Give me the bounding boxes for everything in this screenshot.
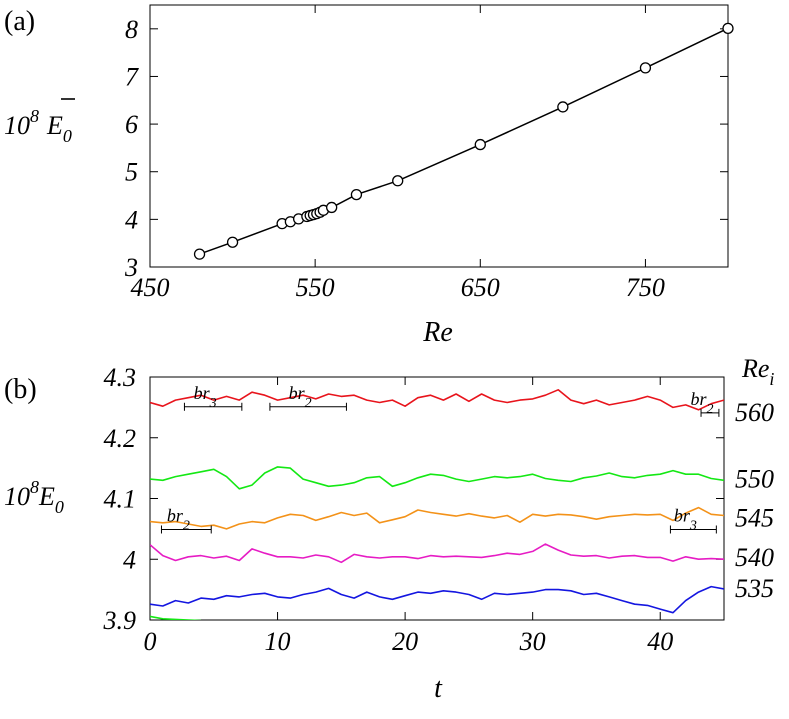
b-xtick-label: 20 [392, 627, 418, 656]
a-data-point [639, 62, 652, 74]
b-series-535 [150, 585, 724, 614]
ylabel-b-sym: E [38, 482, 55, 511]
ylabel-a-sup: 8 [30, 106, 39, 126]
b-xtick-label: 0 [144, 627, 157, 656]
a-data-point [722, 22, 734, 34]
panel-b-x-axis-label: t [434, 673, 443, 704]
b-series-label-535: 535 [735, 574, 774, 603]
b-series-560 [150, 388, 724, 411]
svg-text:108E0: 108 E0 [4, 106, 72, 146]
b-series-label-540: 540 [735, 543, 774, 572]
b-ytick-label: 3.9 [103, 606, 137, 635]
a-xtick-label: 750 [626, 273, 665, 302]
right-label-sub: i [769, 369, 774, 389]
a-ytick-label: 6 [125, 110, 138, 139]
panel-a-y-axis-label: 108 E0 [4, 98, 75, 146]
b-series-545 [150, 506, 724, 530]
right-label-base: Re [741, 354, 769, 383]
a-xtick-label: 550 [296, 273, 335, 302]
ylabel-b-sub: 0 [55, 497, 64, 517]
b-annotation-label: br2 [167, 505, 190, 533]
a-data-point [326, 201, 338, 214]
panel-a-x-axis-label: Re [422, 317, 453, 348]
a-data-point [193, 248, 206, 260]
a-ytick-label: 3 [124, 253, 138, 282]
a-xtick-label: 450 [131, 273, 170, 302]
panel-b-ticks: 0 10 20 30 40 3.9 4 4.1 4.2 4.3 [103, 363, 724, 656]
b-annotation-label: br2 [289, 383, 312, 411]
panel-b-label: (b) [4, 374, 37, 405]
b-xtick-label: 10 [265, 627, 291, 656]
panel-b-frame [149, 376, 725, 621]
b-series-label-550: 550 [735, 464, 774, 493]
panel-a-series [193, 22, 734, 260]
b-ytick-label: 4.2 [104, 424, 137, 453]
a-xtick-label: 650 [461, 273, 500, 302]
b-series-550 [150, 466, 724, 490]
panel-b-y-axis-label: 108E0 [4, 477, 64, 517]
b-ytick-label: 4 [123, 545, 136, 574]
b-annotation-label: br2 [690, 389, 713, 417]
panel-b-right-label: Rei [741, 354, 774, 389]
b-ytick-label: 4.3 [104, 363, 137, 392]
b-xtick-label: 40 [647, 627, 673, 656]
a-data-point [557, 101, 569, 113]
panel-a-label: (a) [4, 6, 35, 37]
panel-b-annotations: br3 br2 br2 br2 br3 [160, 383, 720, 534]
a-ytick-label: 4 [125, 205, 138, 234]
a-data-point [392, 175, 404, 187]
b-ytick-label: 4.1 [104, 485, 137, 514]
ylabel-a-sym: E [46, 111, 63, 140]
panel-a-ticks: 450 550 650 750 3 4 5 6 7 8 [124, 5, 728, 302]
ylabel-a-base: 10 [4, 111, 30, 140]
b-series-540 [150, 543, 724, 564]
b-annotation-label: br3 [674, 505, 697, 533]
panel-b: (b) 108E0 Rei 0 10 20 30 403.944.14.24.3 br3… [4, 354, 774, 704]
a-data-point [226, 236, 239, 248]
b-annotation-label: br3 [194, 383, 217, 411]
panel-b-series [150, 388, 724, 620]
b-series-label-560: 560 [735, 398, 774, 427]
ylabel-a-sub: 0 [63, 126, 72, 146]
b-series-partial [150, 615, 202, 620]
ylabel-b-sup: 8 [30, 477, 39, 497]
a-ytick-label: 5 [125, 158, 138, 187]
b-xtick-label: 30 [519, 627, 546, 656]
panel-a-frame [149, 4, 729, 268]
b-series-label-545: 545 [735, 503, 774, 532]
ylabel-b-base: 10 [4, 482, 30, 511]
a-data-point [474, 138, 486, 151]
a-data-point [350, 188, 363, 201]
a-ytick-label: 7 [125, 62, 139, 91]
a-ytick-label: 8 [125, 15, 138, 44]
